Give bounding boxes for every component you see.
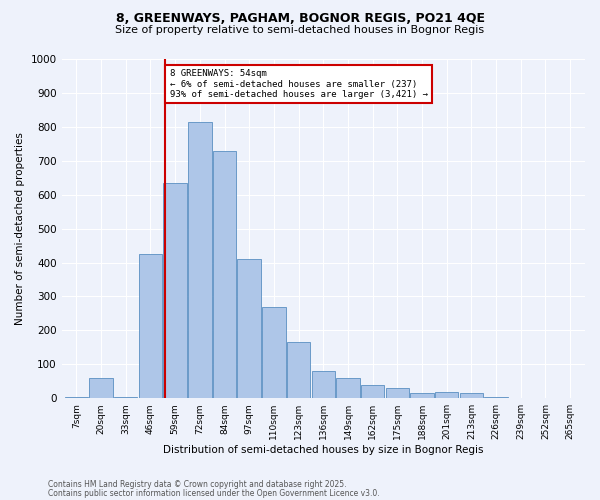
Bar — [188, 122, 212, 398]
Text: 8 GREENWAYS: 54sqm
← 6% of semi-detached houses are smaller (237)
93% of semi-de: 8 GREENWAYS: 54sqm ← 6% of semi-detached… — [170, 69, 428, 99]
Bar — [336, 378, 359, 398]
Text: Size of property relative to semi-detached houses in Bognor Regis: Size of property relative to semi-detach… — [115, 25, 485, 35]
Bar — [262, 306, 286, 398]
Text: 8, GREENWAYS, PAGHAM, BOGNOR REGIS, PO21 4QE: 8, GREENWAYS, PAGHAM, BOGNOR REGIS, PO21… — [115, 12, 485, 26]
X-axis label: Distribution of semi-detached houses by size in Bognor Regis: Distribution of semi-detached houses by … — [163, 445, 484, 455]
Bar — [287, 342, 310, 398]
Bar — [435, 392, 458, 398]
Bar — [386, 388, 409, 398]
Bar — [89, 378, 113, 398]
Bar — [139, 254, 162, 398]
Bar — [163, 183, 187, 398]
Bar — [361, 384, 385, 398]
Bar — [114, 396, 137, 398]
Bar — [410, 393, 434, 398]
Bar — [238, 259, 261, 398]
Bar — [484, 396, 508, 398]
Text: Contains public sector information licensed under the Open Government Licence v3: Contains public sector information licen… — [48, 489, 380, 498]
Bar — [213, 150, 236, 398]
Bar — [311, 371, 335, 398]
Bar — [460, 393, 483, 398]
Text: Contains HM Land Registry data © Crown copyright and database right 2025.: Contains HM Land Registry data © Crown c… — [48, 480, 347, 489]
Y-axis label: Number of semi-detached properties: Number of semi-detached properties — [15, 132, 25, 325]
Bar — [65, 396, 88, 398]
